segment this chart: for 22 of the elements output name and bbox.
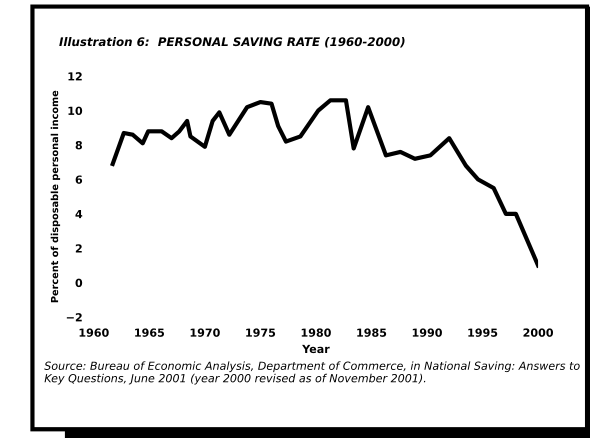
y-tick-label: 6 [76,175,82,184]
source-note: Source: Bureau of Economic Analysis, Department of Commerce, in National Saving: Answers to Key Questions, June 2001 (year 2000 revised as of November 2001). [44,361,580,385]
x-tick-label: 1985 [357,328,386,337]
x-tick-label: 1980 [302,328,331,337]
x-tick-label: 1965 [135,328,164,337]
x-tick-label: 1960 [80,328,109,337]
y-tick-label: 0 [76,278,82,288]
y-tick-label: −2 [66,313,82,322]
x-tick-label: 1970 [190,328,220,337]
x-tick-label: 1975 [246,328,276,337]
y-axis-title: Percent of disposable personal income [50,90,60,302]
x-tick-label: 1995 [468,328,498,337]
x-axis-title: Year [302,344,330,354]
chart-title: Illustration 6: PERSONAL SAVING RATE (1960-2000) [59,37,404,48]
y-tick-label: 12 [68,72,82,80]
line-series [110,98,538,268]
y-tick-label: 2 [76,244,82,253]
y-tick-label: 8 [76,141,82,150]
y-tick-label: 10 [68,106,82,116]
x-tick-label: 1990 [412,328,442,337]
x-tick-label: 2000 [523,328,554,337]
y-tick-label: 4 [75,210,82,218]
